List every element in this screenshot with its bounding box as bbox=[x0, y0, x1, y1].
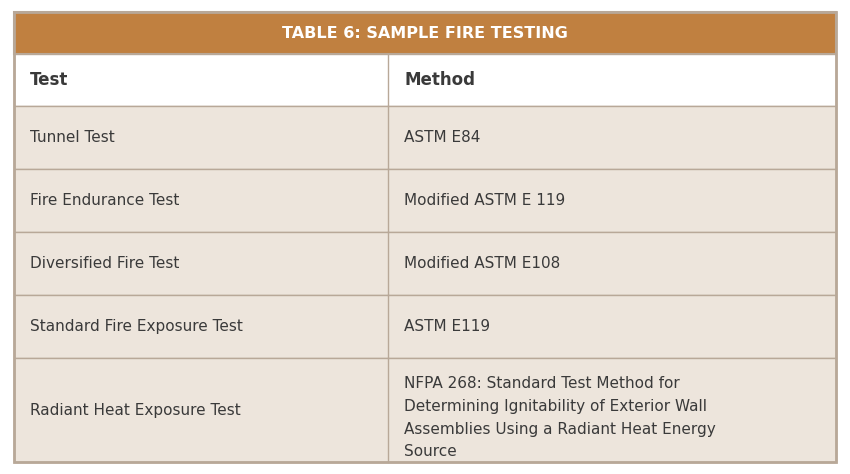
FancyBboxPatch shape bbox=[14, 232, 836, 295]
Text: Fire Endurance Test: Fire Endurance Test bbox=[30, 193, 179, 208]
Text: Modified ASTM E 119: Modified ASTM E 119 bbox=[404, 193, 565, 208]
Text: Diversified Fire Test: Diversified Fire Test bbox=[30, 256, 179, 271]
Text: ASTM E84: ASTM E84 bbox=[404, 130, 480, 145]
Text: ASTM E119: ASTM E119 bbox=[404, 319, 490, 334]
FancyBboxPatch shape bbox=[14, 54, 836, 106]
Text: TABLE 6: SAMPLE FIRE TESTING: TABLE 6: SAMPLE FIRE TESTING bbox=[282, 26, 568, 40]
Text: Standard Fire Exposure Test: Standard Fire Exposure Test bbox=[30, 319, 243, 334]
Text: Test: Test bbox=[30, 71, 68, 89]
FancyBboxPatch shape bbox=[14, 169, 836, 232]
Text: Tunnel Test: Tunnel Test bbox=[30, 130, 115, 145]
Text: NFPA 268: Standard Test Method for
Determining Ignitability of Exterior Wall
Ass: NFPA 268: Standard Test Method for Deter… bbox=[404, 376, 716, 459]
FancyBboxPatch shape bbox=[14, 358, 836, 462]
Text: Modified ASTM E108: Modified ASTM E108 bbox=[404, 256, 560, 271]
FancyBboxPatch shape bbox=[14, 12, 836, 54]
FancyBboxPatch shape bbox=[14, 106, 836, 169]
Text: Radiant Heat Exposure Test: Radiant Heat Exposure Test bbox=[30, 402, 241, 418]
Text: Method: Method bbox=[404, 71, 475, 89]
FancyBboxPatch shape bbox=[14, 295, 836, 358]
